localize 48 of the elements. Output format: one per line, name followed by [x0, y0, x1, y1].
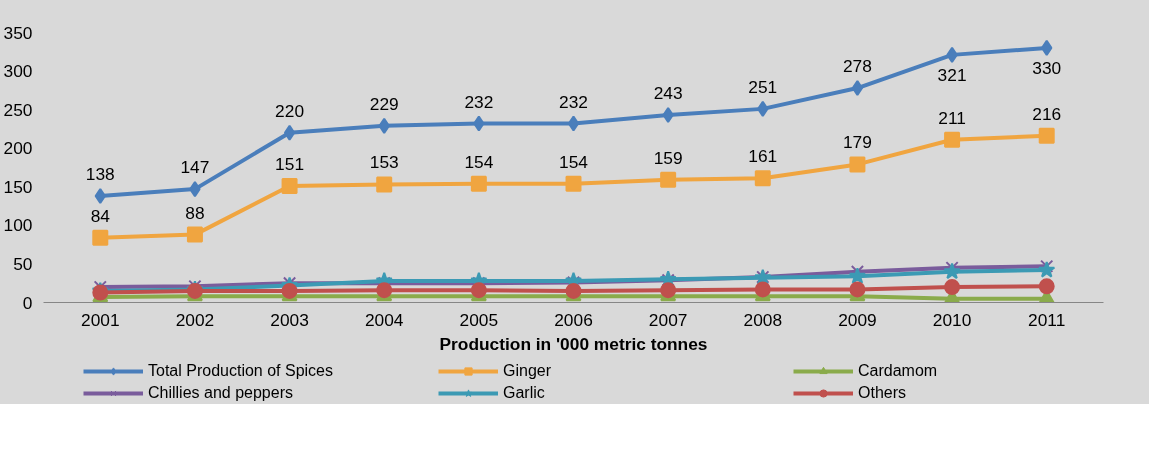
legend-label: Total Production of Spices — [148, 362, 334, 380]
data-label: 153 — [369, 152, 399, 173]
x-tick-label: 2005 — [459, 309, 499, 330]
x-tick-label: 2008 — [743, 309, 783, 330]
data-label: 179 — [842, 132, 872, 153]
x-tick-label: 2009 — [838, 309, 877, 330]
data-label: 84 — [90, 205, 111, 226]
data-label: 220 — [275, 100, 305, 121]
y-tick-label: 300 — [3, 61, 33, 82]
data-label: 243 — [653, 83, 683, 104]
legend-label: Ginger — [503, 362, 553, 380]
data-label: 151 — [275, 154, 305, 175]
y-tick-label: 50 — [13, 253, 33, 274]
data-label: 216 — [1032, 103, 1062, 124]
x-tick-label: 2011 — [1028, 309, 1066, 330]
data-label: 321 — [937, 64, 967, 85]
data-label: 278 — [842, 56, 872, 77]
data-label: 88 — [185, 202, 205, 223]
data-label: 161 — [748, 146, 778, 167]
x-tick-label: 2004 — [364, 309, 404, 330]
x-tick-label: 2001 — [81, 309, 120, 330]
data-label: 138 — [85, 164, 115, 185]
data-label: 330 — [1032, 57, 1062, 78]
x-tick-label: 2007 — [648, 309, 688, 330]
data-label: 229 — [369, 93, 399, 114]
x-tick-label: 2002 — [175, 309, 215, 330]
data-label: 211 — [938, 107, 966, 128]
legend-label: Chillies and peppers — [148, 384, 294, 402]
y-tick-label: 150 — [3, 176, 33, 197]
y-tick-label: 100 — [3, 215, 33, 236]
y-tick-label: 0 — [22, 292, 33, 313]
data-label: 159 — [653, 147, 683, 168]
y-tick-label: 350 — [3, 22, 33, 43]
data-label: 232 — [559, 91, 588, 112]
data-label: 147 — [180, 157, 210, 178]
data-label: 232 — [464, 91, 494, 112]
y-tick-label: 250 — [3, 99, 33, 120]
data-label: 154 — [464, 151, 494, 172]
legend-label: Others — [858, 384, 907, 402]
data-label: 251 — [748, 76, 778, 97]
x-tick-label: 2003 — [270, 309, 309, 330]
x-axis-title: Production in '000 metric tonnes — [439, 333, 708, 354]
legend-label: Cardamom — [858, 362, 939, 380]
x-tick-label: 2010 — [932, 309, 972, 330]
y-tick-label: 200 — [3, 138, 33, 159]
legend-label: Garlic — [503, 384, 546, 402]
x-tick-label: 2006 — [554, 309, 593, 330]
data-label: 154 — [559, 151, 589, 172]
